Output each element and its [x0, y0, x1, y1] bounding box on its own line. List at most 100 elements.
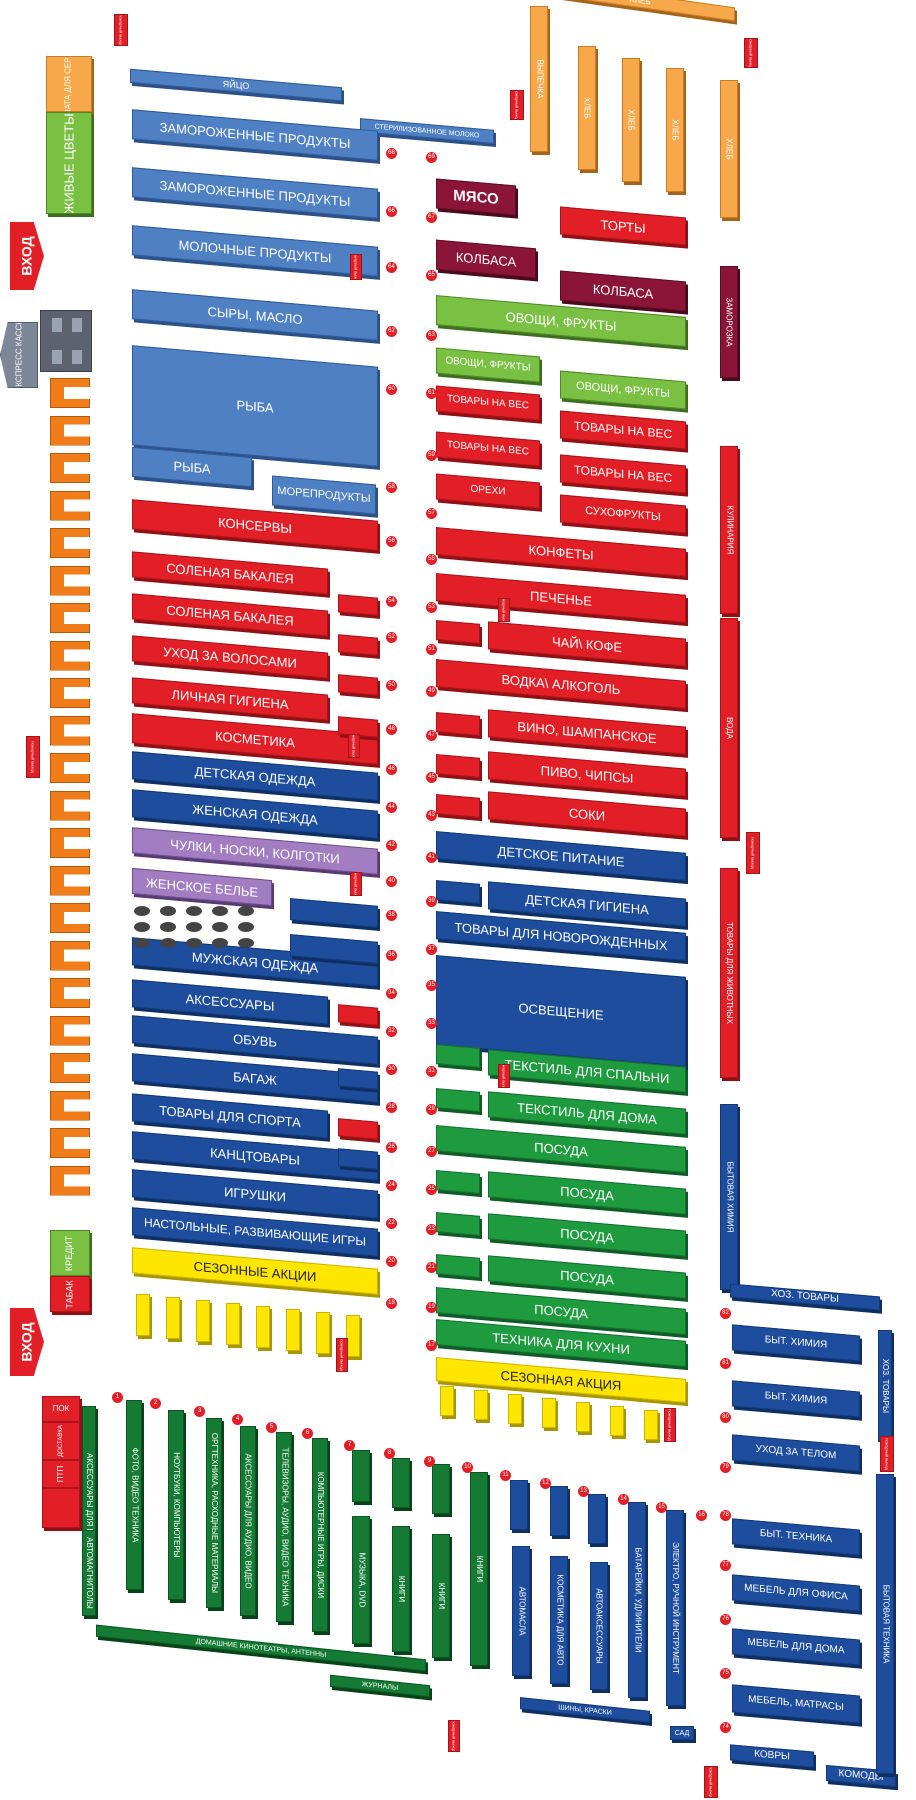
section-veg-3[interactable]: ОВОЩИ, ФРУКТЫ	[560, 370, 686, 410]
section-fish-1[interactable]: РЫБА	[132, 345, 378, 467]
section-veg-2[interactable]: ОВОЩИ, ФРУКТЫ	[436, 347, 540, 383]
checkout-lane[interactable]	[50, 790, 90, 821]
checkout-lane[interactable]	[50, 490, 90, 521]
section-pok[interactable]: ПОК	[42, 1396, 80, 1422]
section-frozen-1[interactable]: ЗАМОРОЖЕННЫЕ ПРОДУКТЫ	[132, 109, 378, 161]
section-water[interactable]: ВОДА	[720, 618, 738, 838]
section-hoz-tovary-vertical[interactable]: ХОЗ. ТОВАРЫ	[878, 1330, 892, 1442]
checkout-lane[interactable]	[50, 753, 90, 783]
section-bread-top[interactable]: ХЛЕБ	[545, 0, 735, 22]
section-garden[interactable]: САД	[670, 1726, 694, 1740]
section-cookies[interactable]: ПЕЧЕНЬЕ	[436, 573, 686, 623]
section-tobacco[interactable]: ТАБАК	[50, 1276, 90, 1312]
checkout-lane[interactable]	[50, 1090, 90, 1121]
section-beer[interactable]: ПИВО, ЧИПСЫ	[488, 751, 686, 797]
section-pets[interactable]: ТОВАРЫ ДЛЯ ЖИВОТНЫХ	[720, 868, 738, 1078]
section-mattress[interactable]: МЕБЕЛЬ, МАТРАСЫ	[732, 1684, 860, 1724]
section-bread-4[interactable]: ХЛЕБ	[720, 80, 738, 218]
section-cheese[interactable]: СЫРЫ, МАСЛО	[132, 289, 378, 341]
section-music[interactable]: МУЗЫКА, DVD	[352, 1516, 370, 1644]
checkout-lane[interactable]	[50, 940, 90, 971]
checkout-lane[interactable]	[50, 865, 90, 896]
section-seasonal[interactable]: СЕЗОННЫЕ АКЦИИ	[132, 1247, 378, 1295]
section-auto-cosmetics[interactable]: КОСМЕТИКА ДЛЯ АВТО	[550, 1556, 568, 1684]
section-candy[interactable]: КОНФЕТЫ	[436, 527, 686, 577]
section-sausage-2[interactable]: КОЛБАСА	[560, 270, 686, 312]
section-tires[interactable]: ШИНЫ, КРАСКИ	[520, 1697, 650, 1723]
section-frozen-vertical[interactable]: ЗАМОРОЗКА	[720, 266, 738, 378]
checkout-lane[interactable]	[50, 903, 90, 933]
section-auto-oil[interactable]: АВТОМАСЛА	[512, 1546, 530, 1676]
section-sterilized-milk[interactable]: СТЕРИЛИЗОВАННОЕ МОЛОКО	[360, 118, 494, 144]
checkout-lane[interactable]	[50, 1128, 90, 1158]
section-baby-food[interactable]: ДЕТСКОЕ ПИТАНИЕ	[436, 831, 686, 881]
checkout-lane[interactable]	[50, 978, 90, 1008]
section-flowers[interactable]: ЖИВЫЕ ЦВЕТЫ	[46, 112, 92, 214]
checkout-lane[interactable]	[50, 828, 90, 858]
checkout-lane[interactable]	[50, 453, 90, 483]
section-bread-1[interactable]: ХЛЕБ	[578, 46, 596, 170]
checkout-lane[interactable]	[50, 1053, 90, 1083]
checkout-lane[interactable]	[50, 715, 90, 746]
section-office-equipment[interactable]: ОРГТЕХНИКА, РАСХОДНЫЕ МАТЕРИАЛЫ	[206, 1418, 222, 1608]
section-delivery[interactable]: ДОСТАВКА	[42, 1422, 80, 1460]
section-home-furniture[interactable]: МЕБЕЛЬ ДЛЯ ДОМА	[732, 1628, 860, 1666]
section-bread-3[interactable]: ХЛЕБ	[666, 68, 684, 192]
section-dishes-3[interactable]: ПОСУДА	[488, 1213, 686, 1257]
section-office-furniture[interactable]: МЕБЕЛЬ ДЛЯ ОФИСА	[732, 1574, 860, 1612]
section-dishes-1[interactable]: ПОСУДА	[436, 1125, 686, 1173]
section-tv[interactable]: ТЕЛЕВИЗОРЫ, АУДИО, ВИДЕО ТЕХНИКА	[276, 1432, 292, 1622]
section-weight-3[interactable]: ТОВАРЫ НА ВЕС	[436, 431, 540, 467]
section-nuts[interactable]: ОРЕХИ	[436, 473, 540, 509]
section-seafood[interactable]: МОРЕПРОДУКТЫ	[272, 475, 376, 515]
checkout-lane[interactable]	[50, 415, 90, 446]
section-books-2[interactable]: КНИГИ	[432, 1534, 450, 1658]
section-ptp[interactable]: ПТП	[42, 1460, 80, 1488]
section-dairy[interactable]: МОЛОЧНЫЕ ПРОДУКТЫ	[132, 225, 378, 277]
section-lingerie[interactable]: ЖЕНСКОЕ БЕЛЬЕ	[132, 867, 272, 907]
checkout-lane[interactable]	[50, 603, 90, 633]
section-salty-2[interactable]: СОЛЕНАЯ БАКАЛЕЯ	[132, 593, 328, 637]
checkout-lane[interactable]	[50, 678, 90, 708]
section-vodka[interactable]: ВОДКА\ АЛКОГОЛЬ	[436, 659, 686, 709]
section-salty-1[interactable]: СОЛЕНАЯ БАКАЛЕЯ	[132, 551, 328, 595]
section-hygiene[interactable]: ЛИЧНАЯ ГИГИЕНА	[132, 677, 328, 721]
section-household-chem[interactable]: БЫТОВАЯ ХИМИЯ	[720, 1104, 738, 1290]
entrance-top-marker[interactable]: ВХОД	[10, 222, 44, 290]
section-wine[interactable]: ВИНО, ШАМПАНСКОЕ	[488, 709, 686, 755]
section-car-audio[interactable]: АВТОМАГНИТОЛЫ	[82, 1530, 96, 1616]
section-weight-2[interactable]: ТОВАРЫ НА ВЕС	[560, 410, 686, 450]
section-games[interactable]: КОМПЬЮТЕРНЫЕ ИГРЫ, ДИСКИ	[312, 1438, 328, 1632]
section-auto-accessories[interactable]: АВТОАКСЕССУАРЫ	[590, 1562, 608, 1690]
section-dishes-2[interactable]: ПОСУДА	[488, 1171, 686, 1215]
checkout-lane[interactable]	[50, 565, 90, 596]
section-credit[interactable]: КРЕДИТ	[50, 1230, 90, 1276]
section-bakery[interactable]: ВЫПЕЧКА	[530, 6, 548, 152]
section-cakes[interactable]: ТОРТЫ	[560, 206, 686, 246]
section-byt-tech[interactable]: БЫТ. ТЕХНИКА	[732, 1518, 860, 1556]
section-hair-care[interactable]: УХОД ЗА ВОЛОСАМИ	[132, 635, 328, 679]
section-service-room[interactable]: КОМНАТА ДЛЯ СЕРВИСА	[46, 56, 92, 112]
section-laptops[interactable]: НОУТБУКИ, КОМПЬЮТЕРЫ	[168, 1410, 184, 1600]
checkout-lane[interactable]	[50, 1165, 90, 1196]
section-appliances-vertical[interactable]: БЫТОВАЯ ТЕХНИКА	[876, 1474, 894, 1774]
section-dishes-4[interactable]: ПОСУДА	[488, 1255, 686, 1299]
section-books-1[interactable]: КНИГИ	[392, 1526, 410, 1652]
section-frozen-2[interactable]: ЗАМОРОЖЕННЫЕ ПРОДУКТЫ	[132, 167, 378, 219]
section-byt-chem-2[interactable]: БЫТ. ХИМИЯ	[732, 1380, 860, 1418]
section-weight-4[interactable]: ТОВАРЫ НА ВЕС	[560, 454, 686, 494]
section-body-care[interactable]: УХОД ЗА ТЕЛОМ	[732, 1434, 860, 1472]
section-home-theater[interactable]: ДОМАШНИЕ КИНОТЕАТРЫ, АНТЕННЫ	[96, 1624, 426, 1672]
section-weight-1[interactable]: ТОВАРЫ НА ВЕС	[436, 385, 540, 421]
section-dried-fruits[interactable]: СУХОФРУКТЫ	[560, 494, 686, 534]
checkout-lane[interactable]	[50, 1015, 90, 1046]
section-bread-2[interactable]: ХЛЕБ	[622, 58, 640, 182]
section-batteries[interactable]: БАТАРЕЙКИ, УДЛИНИТЕЛИ	[628, 1502, 646, 1698]
section-meat[interactable]: МЯСО	[436, 178, 516, 216]
section-magazines[interactable]: ЖУРНАЛЫ	[330, 1674, 430, 1698]
section-sausage-1[interactable]: КОЛБАСА	[436, 239, 536, 279]
section-hoz-tovary[interactable]: ХОЗ. ТОВАРЫ	[730, 1283, 880, 1311]
section-home-textile[interactable]: ТЕКСТИЛЬ ДЛЯ ДОМА	[488, 1091, 686, 1135]
checkout-lane[interactable]	[50, 528, 90, 558]
checkout-lane[interactable]	[50, 640, 90, 671]
